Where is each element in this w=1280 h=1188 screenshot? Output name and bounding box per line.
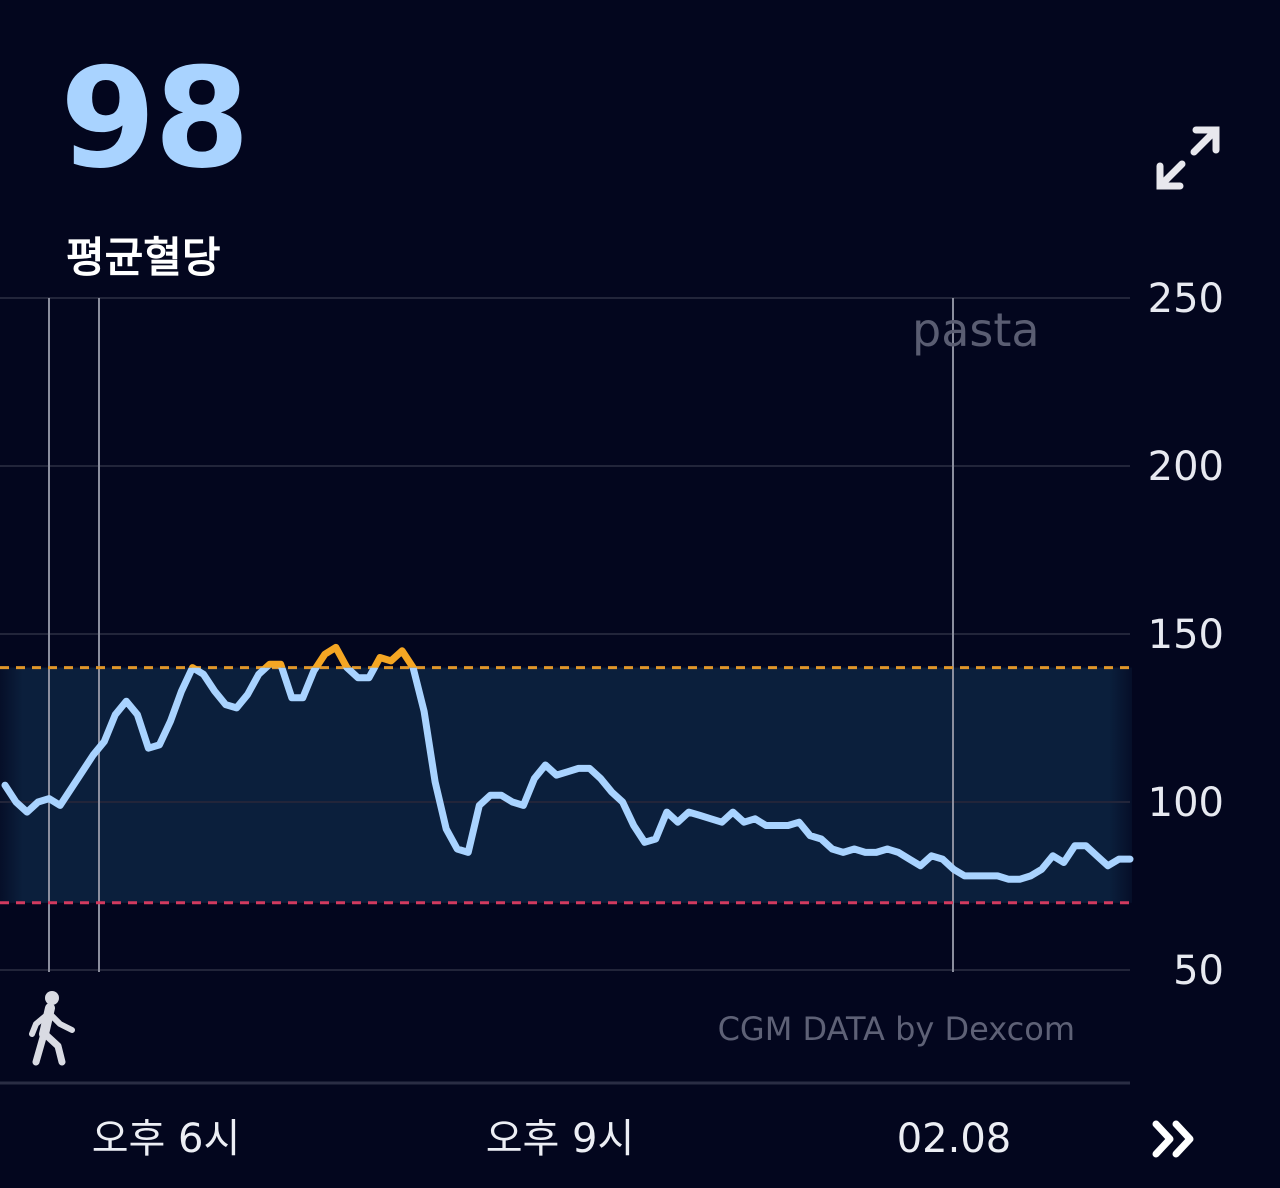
average-glucose-label: 평균혈당 [66, 233, 221, 282]
glucose-series-line [1, 667, 1134, 883]
average-glucose-value: 98 [60, 38, 250, 199]
expand-arrows-icon[interactable] [1150, 120, 1226, 196]
y-tick-label: 50 [1173, 948, 1224, 994]
walking-person-icon[interactable] [22, 990, 80, 1066]
x-tick-label: 02.08 [897, 1116, 1012, 1162]
x-tick-label: 오후 9시 [486, 1116, 635, 1162]
target-range-band [0, 667, 1132, 903]
x-tick-label: 오후 6시 [92, 1116, 241, 1162]
y-tick-label: 200 [1148, 444, 1224, 490]
y-tick-label: 250 [1148, 276, 1224, 322]
watermark-text: pasta [912, 303, 1040, 357]
y-tick-label: 100 [1148, 780, 1224, 826]
double-chevron-right-icon[interactable] [1146, 1112, 1206, 1166]
y-tick-label: 150 [1148, 612, 1224, 658]
cgm-attribution: CGM DATA by Dexcom [718, 1010, 1075, 1048]
